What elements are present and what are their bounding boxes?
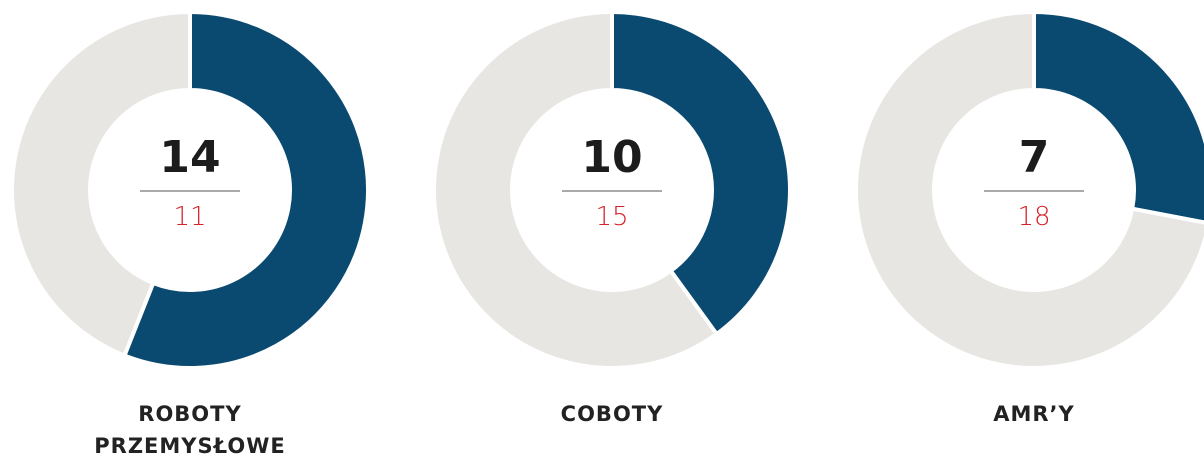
chart-title: ROBOTY PRZEMYSŁOWE xyxy=(94,402,286,458)
center-value-secondary: 11 xyxy=(173,202,207,232)
donut-segment xyxy=(610,9,792,337)
chart-title: COBOTY xyxy=(560,402,664,426)
donut-segment xyxy=(10,9,192,359)
donut-segment xyxy=(1032,9,1204,225)
center-value: 10 xyxy=(581,132,643,183)
donut-segment xyxy=(854,9,1204,370)
donut-segment xyxy=(432,9,720,370)
center-value: 14 xyxy=(159,132,221,183)
donut-segment xyxy=(121,9,370,370)
center-value: 7 xyxy=(1018,132,1050,183)
center-value-secondary: 15 xyxy=(595,202,629,232)
center-value-secondary: 18 xyxy=(1017,202,1051,232)
chart-title: AMR’Y xyxy=(993,402,1075,426)
